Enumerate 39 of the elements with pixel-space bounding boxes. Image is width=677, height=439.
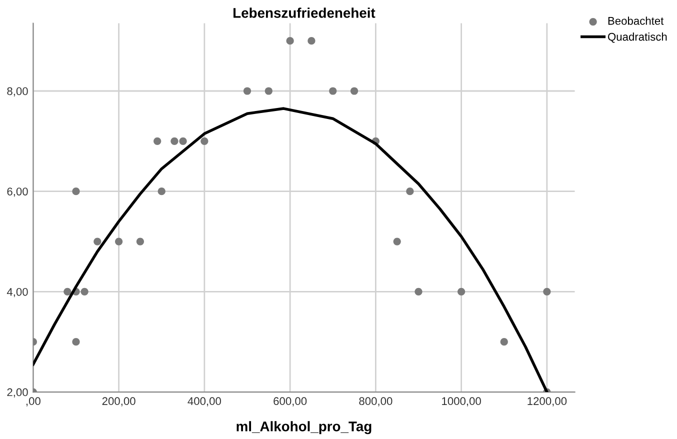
y-tick-label: 4,00 <box>6 288 28 298</box>
point <box>80 288 88 296</box>
point <box>179 137 187 145</box>
x-axis-title: ml_Alkohol_pro_Tag <box>236 421 372 434</box>
x-tick-label: 800,00 <box>359 397 392 406</box>
point <box>72 338 80 346</box>
point <box>243 87 252 95</box>
legend-label: Beobachtet <box>608 16 664 25</box>
point <box>94 238 102 246</box>
chart-title: Lebenszufriedeneheit <box>234 8 376 18</box>
y-tick-label: 2,00 <box>7 388 28 398</box>
legend-label: Quadratisch <box>608 32 667 43</box>
x-tick-label: 1200,00 <box>528 397 567 406</box>
x-tick-label: 400,00 <box>188 397 221 406</box>
point <box>543 288 551 296</box>
x-tick-label: 600,00 <box>274 397 307 406</box>
point <box>158 188 166 196</box>
point <box>64 288 72 296</box>
point <box>500 338 508 346</box>
point <box>393 238 401 246</box>
point <box>308 37 316 45</box>
point <box>72 188 80 196</box>
point <box>264 87 272 95</box>
point <box>286 37 294 45</box>
y-tick-label: 8,00 <box>7 87 28 96</box>
x-tick-label: 1000,00 <box>442 397 481 406</box>
point <box>136 238 144 246</box>
point <box>329 87 337 95</box>
point <box>170 137 178 145</box>
point <box>115 238 123 246</box>
point <box>350 87 358 95</box>
point <box>154 137 162 145</box>
point <box>458 288 466 296</box>
point <box>414 288 422 296</box>
x-tick-label: 200,00 <box>102 397 136 406</box>
y-tick-label: 6,00 <box>7 188 28 197</box>
point <box>406 188 414 196</box>
x-tick-label: ,00 <box>26 397 40 406</box>
point <box>200 137 208 145</box>
